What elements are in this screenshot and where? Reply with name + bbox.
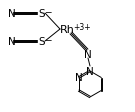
Text: N: N (86, 66, 94, 76)
Text: −: − (45, 35, 52, 44)
Text: N: N (8, 9, 16, 19)
Text: N: N (8, 37, 16, 47)
Text: N: N (84, 50, 92, 59)
Text: N: N (75, 73, 83, 83)
Text: −: − (45, 7, 52, 16)
Text: Rh: Rh (60, 25, 75, 35)
Text: S: S (38, 9, 45, 19)
Text: +3+: +3+ (73, 22, 91, 31)
Text: S: S (38, 37, 45, 47)
